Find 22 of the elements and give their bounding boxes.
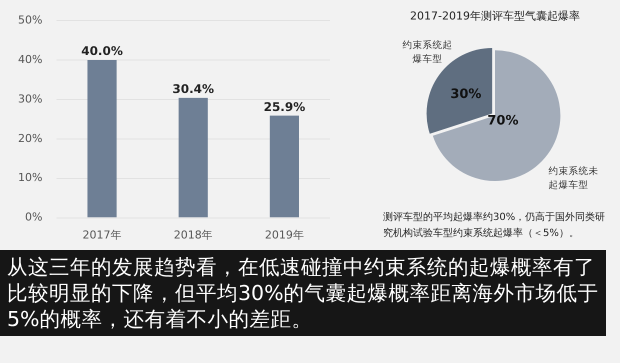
y-tick-label: 10% bbox=[18, 171, 42, 184]
bar bbox=[87, 60, 117, 218]
y-tick-label: 50% bbox=[18, 13, 42, 26]
text: 测评车型的平均起爆率约30%，仍高于国外同类研究机构试验车型约束系统起爆率（＜5%）。 bbox=[383, 210, 606, 241]
data-label: 25.9% bbox=[264, 100, 306, 114]
data-label: 30% bbox=[450, 86, 482, 102]
bar bbox=[178, 98, 208, 218]
x-tick-label: 2018年 bbox=[174, 228, 213, 242]
data-label: 70% bbox=[487, 114, 518, 129]
y-tick-label: 40% bbox=[18, 52, 42, 66]
y-tick-label: 0% bbox=[24, 210, 42, 224]
x-tick-label: 2017年 bbox=[82, 228, 122, 242]
y-tick-label: 20% bbox=[18, 132, 42, 145]
slice-label: 约束系统未起爆车型 bbox=[548, 165, 598, 192]
bar bbox=[270, 116, 299, 218]
data-label: 40.0% bbox=[81, 44, 123, 58]
slice-label: 约束系统起爆车型 bbox=[402, 39, 453, 66]
text: 从这三年的发展趋势看，在低速碰撞中约束系统的起爆概率有了比较明显的下降，但平均30%的气囊起爆概率距离海外市场低于5%的概率，还有着不小的差距。 bbox=[0, 250, 606, 336]
chart-title: 2017-2019年测评车型气囊起爆率 bbox=[410, 9, 580, 22]
data-label: 30.4% bbox=[172, 82, 214, 96]
x-tick-label: 2019年 bbox=[264, 228, 304, 242]
y-tick-label: 30% bbox=[18, 92, 42, 106]
